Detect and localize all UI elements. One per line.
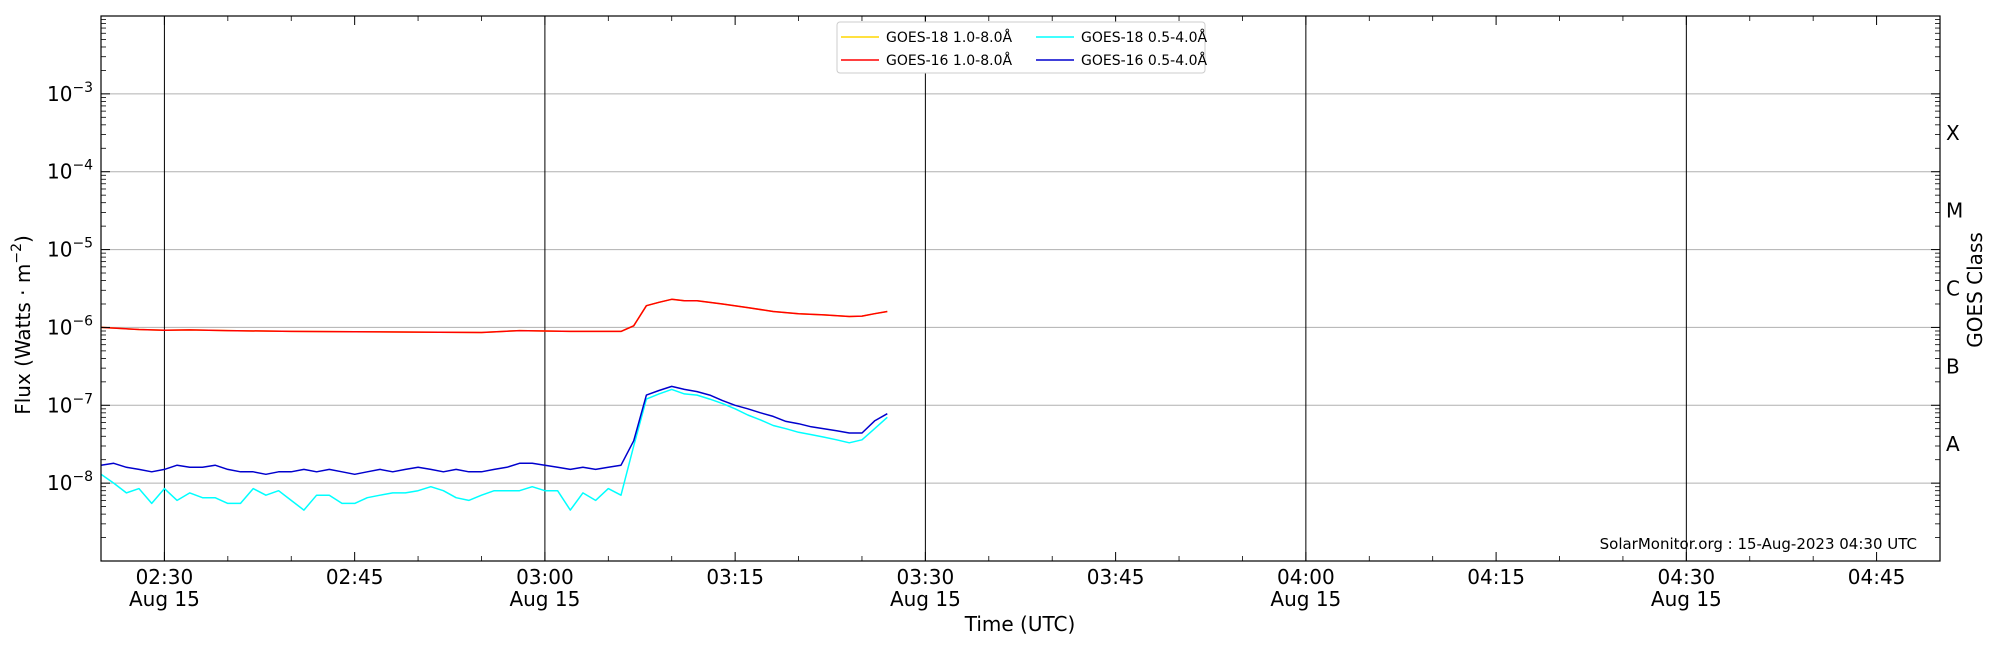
x-tick-label: 03:45 xyxy=(1087,565,1145,589)
x-tick-date-label: Aug 15 xyxy=(1270,587,1341,611)
goes-class-label: X xyxy=(1946,121,1960,145)
credit-text: SolarMonitor.org : 15-Aug-2023 04:30 UTC xyxy=(1600,535,1917,553)
legend-label: GOES-18 1.0-8.0Å xyxy=(886,29,1012,46)
legend-label: GOES-16 0.5-4.0Å xyxy=(1081,52,1207,69)
legend-box xyxy=(836,21,1206,74)
series-line xyxy=(100,388,888,511)
y-axis-ticks: 10−8 10−7 10−6 10−5 10−4 10−3 xyxy=(47,19,1940,538)
series-line xyxy=(100,385,888,476)
day-vertical-lines xyxy=(163,16,1687,561)
series-layer xyxy=(100,298,888,511)
series-line xyxy=(100,298,888,334)
y-tick-label: 10−6 xyxy=(47,313,93,339)
x-tick-label: 03:30 xyxy=(897,565,955,589)
x-tick-date-label: Aug 15 xyxy=(509,587,580,611)
y-axis-label: Flux (Watts · m−2) xyxy=(9,235,35,415)
x-axis-label: Time (UTC) xyxy=(964,612,1076,636)
x-tick-label: 03:15 xyxy=(706,565,764,589)
x-tick-date-label: Aug 15 xyxy=(890,587,961,611)
x-tick-label: 04:45 xyxy=(1848,565,1906,589)
y-tick-label: 10−5 xyxy=(47,236,93,262)
x-tick-date-label: Aug 15 xyxy=(1651,587,1722,611)
grid-layer xyxy=(101,93,1940,484)
x-tick-label: 04:00 xyxy=(1277,565,1335,589)
x-tick-label: 04:30 xyxy=(1658,565,1716,589)
goes-class-label: A xyxy=(1946,432,1960,456)
x-tick-label: 02:30 xyxy=(136,565,194,589)
goes-class-label: M xyxy=(1946,199,1963,223)
x-tick-label: 02:45 xyxy=(326,565,384,589)
goes-class-label: B xyxy=(1946,354,1960,378)
legend-label: GOES-18 0.5-4.0Å xyxy=(1081,29,1207,46)
x-tick-label: 04:15 xyxy=(1467,565,1525,589)
goes-class-labels: X M C B A xyxy=(1946,121,1963,456)
y-tick-label: 10−7 xyxy=(47,391,93,417)
y-tick-label: 10−4 xyxy=(47,158,93,184)
goes-class-label: C xyxy=(1946,277,1960,301)
x-tick-label: 03:00 xyxy=(516,565,574,589)
plot-frame xyxy=(100,15,1941,562)
y-tick-label: 10−8 xyxy=(47,469,93,495)
goes-class-axis-label: GOES Class xyxy=(1963,232,1987,348)
y-axis-label-exponent: −2 xyxy=(9,243,25,264)
legend: GOES-18 1.0-8.0Å GOES-18 0.5-4.0Å GOES-16 … xyxy=(836,21,1207,74)
legend-label: GOES-16 1.0-8.0Å xyxy=(886,52,1012,69)
x-tick-date-label: Aug 15 xyxy=(129,587,200,611)
y-tick-label: 10−3 xyxy=(47,80,93,106)
